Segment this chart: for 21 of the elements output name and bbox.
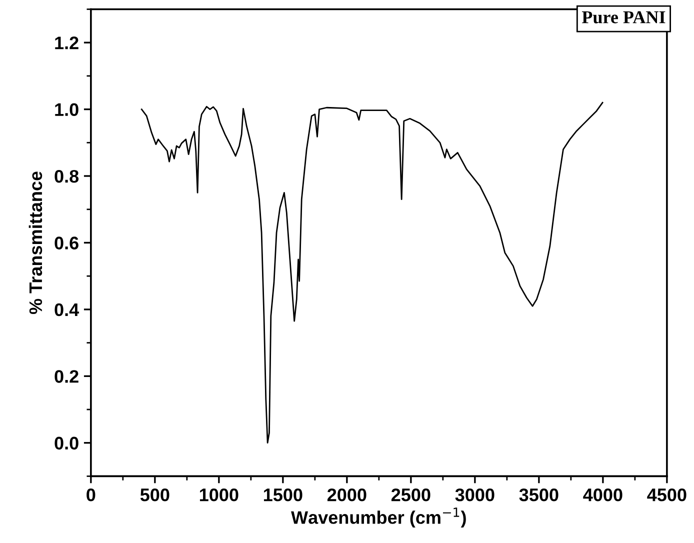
x-tick-label: 3500 — [519, 488, 558, 502]
y-tick-label: 1.2 — [55, 36, 78, 50]
x-tick-label: 4000 — [583, 488, 622, 502]
x-tick-label: 2000 — [327, 488, 366, 502]
y-tick-label: 0.0 — [54, 436, 78, 450]
x-axis-title: Wavenumber (cm$^{−1}$) — [291, 508, 466, 528]
x-tick-label: 4500 — [647, 488, 686, 502]
x-tick-label: 1500 — [264, 488, 302, 502]
y-tick-label: 1.0 — [55, 103, 78, 116]
x-tick-label: 500 — [140, 488, 170, 502]
y-tick-label: 0.8 — [54, 170, 79, 183]
y-tick-label: 0.2 — [54, 370, 78, 383]
x-tick-label: 2500 — [391, 488, 430, 502]
y-tick-label: 0.4 — [54, 303, 80, 316]
x-tick-label: 1000 — [200, 488, 238, 502]
y-tick-label: 0.6 — [54, 236, 78, 250]
x-tick-label: 0 — [86, 488, 96, 502]
annotation: Pure PANI — [582, 11, 666, 24]
x-tick-label: 3000 — [455, 488, 494, 502]
y-axis-title: % Transmittance — [28, 172, 42, 314]
line-series — [140, 102, 604, 444]
